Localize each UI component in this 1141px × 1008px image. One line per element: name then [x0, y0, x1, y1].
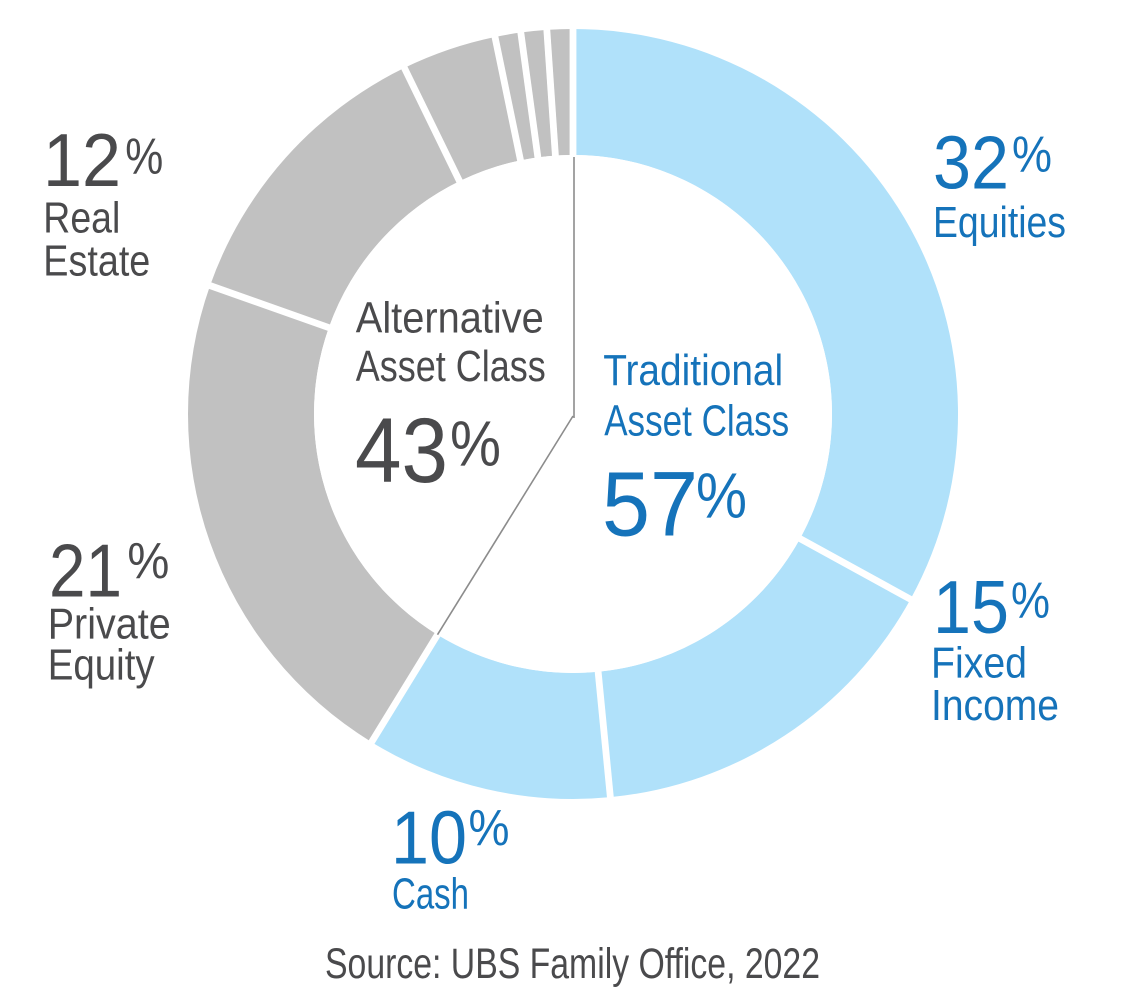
svg-text:Equities: Equities: [933, 198, 1066, 247]
svg-text:%: %: [1011, 571, 1050, 628]
svg-text:Cash: Cash: [392, 869, 469, 918]
svg-text:Fixed: Fixed: [931, 639, 1027, 688]
svg-text:Traditional: Traditional: [603, 346, 783, 395]
svg-text:10: 10: [391, 795, 467, 879]
svg-text:%: %: [127, 532, 169, 589]
svg-text:%: %: [696, 460, 747, 532]
svg-text:%: %: [450, 407, 501, 479]
svg-text:15: 15: [933, 565, 1009, 649]
svg-text:Alternative: Alternative: [356, 294, 544, 343]
svg-text:Equity: Equity: [48, 640, 155, 689]
svg-text:57: 57: [602, 453, 698, 555]
svg-text:32: 32: [933, 121, 1009, 205]
svg-text:Private: Private: [48, 599, 171, 648]
svg-text:%: %: [469, 799, 510, 856]
svg-text:Income: Income: [931, 681, 1059, 730]
svg-text:21: 21: [49, 528, 122, 612]
svg-text:%: %: [1012, 125, 1052, 182]
svg-text:Source: UBS Family Office, 202: Source: UBS Family Office, 2022: [325, 940, 820, 988]
svg-text:%: %: [125, 128, 163, 185]
svg-text:Asset Class: Asset Class: [604, 397, 789, 446]
svg-text:Estate: Estate: [43, 237, 150, 286]
svg-text:Asset Class: Asset Class: [356, 342, 546, 391]
svg-text:43: 43: [355, 400, 448, 502]
svg-text:Real: Real: [43, 194, 120, 243]
svg-text:12: 12: [43, 118, 121, 202]
